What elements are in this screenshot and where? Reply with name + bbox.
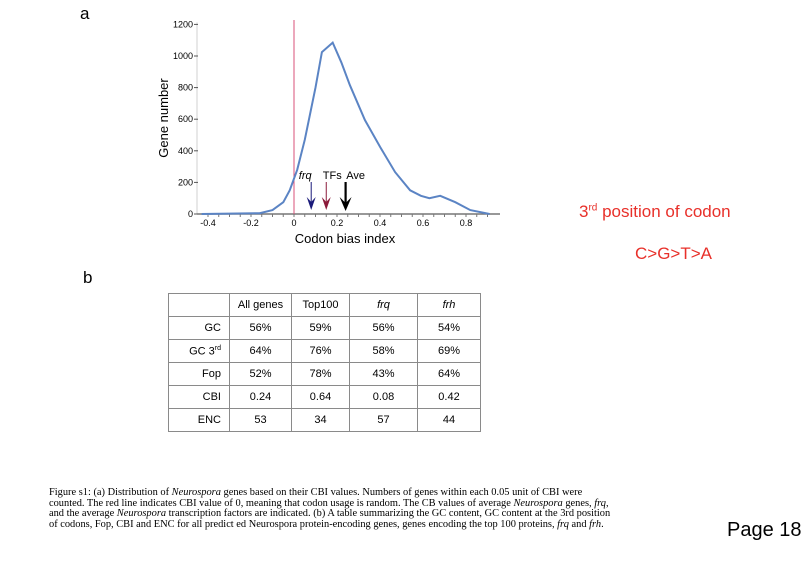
table-row: Fop 52% 78% 43% 64% <box>168 362 481 386</box>
table-cell: 0.64 <box>291 385 350 409</box>
table-cell: 58% <box>349 339 418 363</box>
caption-italic: frh <box>589 518 602 530</box>
caption-text: and <box>568 518 590 530</box>
marker-label: TFs <box>323 170 342 182</box>
table-row: GC 3rd 64% 76% 58% 69% <box>168 339 481 363</box>
table-cell: 53 <box>229 408 292 432</box>
y-tick-label: 1200 <box>173 19 193 29</box>
caption-italic: Neurospora <box>513 497 563 509</box>
y-axis-title: Gene number <box>156 78 171 158</box>
table-cell: 64% <box>417 362 481 386</box>
table-cell: 69% <box>417 339 481 363</box>
caption-italic: frq <box>594 497 606 509</box>
row-label-enc: ENC <box>168 408 230 432</box>
caption-italic: Neurospora <box>116 508 167 520</box>
table-cell: 0.08 <box>349 385 418 409</box>
marker-label: frq <box>299 170 313 182</box>
caption-text: genes based on their CBI values. Numbers… <box>49 487 583 509</box>
note-text: position of codon <box>597 202 731 221</box>
x-tick-label: 0.4 <box>374 218 387 228</box>
y-axis: 0 200 400 600 800 1000 1200 <box>173 19 198 219</box>
header-all-genes: All genes <box>229 293 292 317</box>
caption-text: transcription factors are indicated. (b)… <box>49 508 611 530</box>
header-frh: frh <box>417 293 481 317</box>
x-tick-label: 0.6 <box>417 218 430 228</box>
caption-italic: Neurospora <box>171 487 221 498</box>
codon-note-line2: C>G>T>A <box>635 244 713 263</box>
table-cell: 34 <box>291 408 350 432</box>
y-tick-label: 400 <box>178 146 193 156</box>
y-tick-label: 600 <box>178 114 193 124</box>
row-label-superscript: rd <box>214 344 221 352</box>
panel-a-label: a <box>80 4 90 23</box>
caption-text: . <box>601 518 604 530</box>
caption-text: genes, <box>562 497 595 509</box>
table-cell: 76% <box>291 339 350 363</box>
page-number: Page 18 <box>727 519 802 541</box>
note-text: 3 <box>579 202 589 221</box>
x-axis-title: Codon bias index <box>295 231 396 246</box>
y-tick-label: 0 <box>188 209 193 219</box>
gene-stats-table: All genes Top100 frq frh GC 56% 59% 56% … <box>168 293 481 432</box>
x-tick-label: 0.8 <box>460 218 473 228</box>
panel-b-label: b <box>83 268 93 287</box>
note-superscript: rd <box>588 202 598 214</box>
table-cell: 43% <box>349 362 418 386</box>
row-label-gc3rd: GC 3rd <box>168 339 230 363</box>
y-tick-label: 1000 <box>173 51 193 61</box>
table-cell: 64% <box>229 339 292 363</box>
marker-arrowhead-icon <box>321 197 331 210</box>
marker-label: Ave <box>346 170 365 182</box>
table-cell: 0.42 <box>417 385 481 409</box>
figure-caption: Figure s1: (a) Distribution of Neurospor… <box>49 487 619 530</box>
table-row: CBI 0.24 0.64 0.08 0.42 <box>168 385 481 409</box>
table-cell: 78% <box>291 362 350 386</box>
header-frq: frq <box>349 293 418 317</box>
header-top100: Top100 <box>291 293 350 317</box>
codon-note-line1: 3rd position of codon <box>579 202 731 222</box>
table-row: ENC 53 34 57 44 <box>168 408 481 432</box>
table-cell: 56% <box>349 316 418 340</box>
table-cell: 57 <box>349 408 418 432</box>
caption-italic: frq <box>557 518 569 530</box>
table-cell: 44 <box>417 408 481 432</box>
y-tick-label: 800 <box>178 83 193 93</box>
x-tick-label: -0.4 <box>200 218 216 228</box>
table-corner-cell <box>168 293 230 317</box>
table-cell: 54% <box>417 316 481 340</box>
distribution-curve <box>201 40 490 215</box>
table-cell: 52% <box>229 362 292 386</box>
row-label-fop: Fop <box>168 362 230 386</box>
y-tick-label: 200 <box>178 177 193 187</box>
row-label-cbi: CBI <box>168 385 230 409</box>
x-tick-label: -0.2 <box>243 218 259 228</box>
row-label-text: GC 3 <box>189 345 215 358</box>
x-tick-label: 0 <box>291 218 296 228</box>
row-label-gc: GC <box>168 316 230 340</box>
marker-arrowhead-icon <box>339 197 352 211</box>
table-row: GC 56% 59% 56% 54% <box>168 316 481 340</box>
x-axis: -0.4 -0.2 0 0.2 0.4 0.6 0.8 <box>197 213 500 228</box>
average-markers: frq TFs Ave <box>299 170 365 211</box>
table-cell: 0.24 <box>229 385 292 409</box>
table-header-row: All genes Top100 frq frh <box>168 293 481 317</box>
table-cell: 56% <box>229 316 292 340</box>
cbi-distribution-chart: 0 200 400 600 800 1000 1200 -0.4 -0.2 0 0.2 0.4 0.6… <box>156 19 500 246</box>
caption-text: Figure s1: (a) Distribution of <box>49 487 172 498</box>
table-cell: 59% <box>291 316 350 340</box>
caption-text: , and the average <box>49 497 609 520</box>
marker-arrowhead-icon <box>306 197 316 210</box>
x-tick-label: 0.2 <box>331 218 344 228</box>
